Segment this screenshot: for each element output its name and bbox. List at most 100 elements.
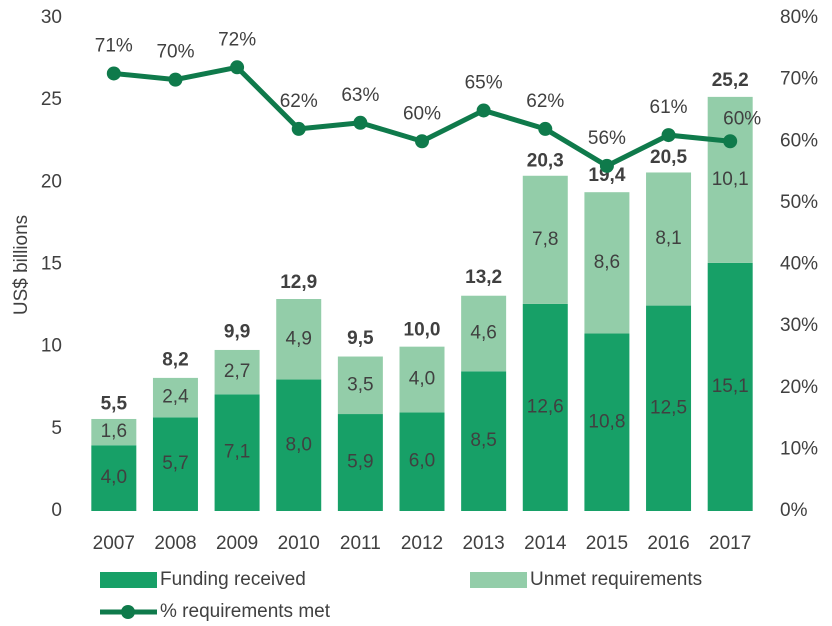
y-tick-label: 5: [51, 418, 62, 439]
x-tick-label: 2012: [401, 533, 443, 554]
total-label: 13,2: [465, 267, 502, 288]
y-tick-label: 10: [41, 336, 62, 357]
total-label: 19,4: [588, 165, 625, 186]
y-tick-label: 15: [41, 254, 62, 275]
legend-swatch: [100, 572, 157, 588]
bar-value-label: 8,6: [594, 252, 620, 273]
total-label: 10,0: [404, 320, 441, 341]
x-tick-label: 2010: [278, 533, 320, 554]
y2-tick-label: 10%: [780, 438, 818, 459]
x-tick-label: 2011: [340, 533, 381, 554]
bar-segment: [276, 379, 322, 511]
bar-value-label: 1,6: [101, 421, 127, 442]
bar-value-label: 6,0: [409, 451, 435, 472]
y-tick-label: 30: [41, 7, 62, 28]
bar-value-label: 5,7: [162, 453, 188, 474]
line-value-label: 60%: [723, 108, 761, 129]
bar-segment: [399, 346, 445, 413]
y2-tick-label: 70%: [780, 69, 818, 90]
bar-segment: [152, 417, 198, 511]
y2-tick-label: 20%: [780, 377, 818, 398]
bar-segment: [707, 262, 753, 511]
total-label: 25,2: [712, 70, 749, 91]
bar-value-label: 2,7: [224, 361, 250, 382]
legend-swatch: [470, 572, 527, 588]
bar-value-label: 7,8: [532, 229, 558, 250]
y2-tick-label: 0%: [780, 500, 808, 521]
y2-tick-label: 50%: [780, 192, 818, 213]
bar-segment: [337, 356, 383, 415]
bar-segment: [646, 305, 692, 511]
line-marker: [168, 72, 183, 87]
bar-value-label: 2,4: [162, 387, 189, 408]
bar-segment: [152, 377, 198, 418]
bar-segment: [461, 295, 507, 372]
line-value-label: 62%: [526, 91, 564, 112]
line-marker: [353, 115, 368, 130]
bar-segment: [91, 445, 137, 511]
bar-value-label: 8,1: [655, 228, 681, 249]
bar-segment: [522, 303, 568, 511]
y-axis-label: US$ billions: [11, 215, 32, 315]
bar-segment: [276, 299, 322, 380]
bar-segment: [214, 394, 260, 511]
total-label: 9,5: [347, 328, 374, 349]
bar-value-label: 4,6: [470, 323, 496, 344]
line-value-label: 71%: [95, 35, 133, 56]
bar-segment: [461, 371, 507, 511]
y2-tick-label: 60%: [780, 130, 818, 151]
bar-segment: [91, 418, 137, 446]
y2-tick-label: 80%: [780, 7, 818, 28]
line-marker: [415, 134, 429, 149]
bar-value-label: 12,5: [650, 397, 687, 418]
x-tick-label: 2015: [586, 533, 628, 554]
y-tick-label: 0: [51, 500, 62, 521]
line-marker: [599, 158, 614, 173]
bar-segment: [522, 175, 568, 304]
line-marker: [723, 134, 738, 149]
line-marker: [106, 66, 121, 81]
bar-value-label: 10,1: [712, 169, 749, 190]
x-tick-label: 2014: [524, 533, 567, 554]
line-marker: [476, 103, 491, 118]
line-value-label: 56%: [588, 128, 626, 149]
bar-value-label: 10,8: [588, 411, 625, 432]
bar-value-label: 4,0: [409, 369, 435, 390]
bar-segment: [707, 96, 753, 263]
total-label: 8,2: [162, 349, 188, 370]
total-label: 20,3: [527, 150, 564, 171]
line-value-label: 72%: [218, 29, 256, 50]
bar-segment: [214, 349, 260, 395]
line-marker: [291, 121, 306, 136]
y2-tick-label: 30%: [780, 315, 818, 336]
line-marker: [230, 60, 245, 75]
line-value-label: 63%: [341, 85, 379, 106]
total-label: 9,9: [224, 321, 250, 342]
bar-value-label: 8,5: [470, 430, 496, 451]
bar-segment: [584, 192, 630, 334]
total-label: 20,5: [650, 147, 687, 168]
line-value-label: 70%: [156, 42, 194, 63]
bar-value-label: 7,1: [224, 442, 250, 463]
bar-value-label: 3,5: [347, 374, 373, 395]
x-tick-label: 2008: [154, 533, 196, 554]
legend-marker: [121, 605, 135, 619]
line-value-label: 60%: [403, 103, 441, 124]
bar-segment: [399, 412, 445, 511]
legend-label: Funding received: [160, 569, 306, 590]
total-label: 5,5: [101, 394, 128, 415]
line-marker: [538, 121, 553, 136]
y2-tick-label: 40%: [780, 254, 818, 275]
line-marker: [661, 128, 676, 143]
bar-segment: [584, 333, 630, 511]
bar-value-label: 15,1: [712, 376, 749, 397]
y-tick-label: 20: [41, 171, 62, 192]
bar-value-label: 5,9: [347, 452, 373, 473]
line-value-label: 65%: [465, 72, 503, 93]
bar-value-label: 4,9: [286, 328, 312, 349]
legend-label: % requirements met: [160, 601, 331, 622]
line-value-label: 61%: [650, 97, 688, 118]
bar-segment: [646, 172, 692, 306]
x-tick-label: 2013: [462, 533, 504, 554]
bar-value-label: 8,0: [286, 434, 312, 455]
